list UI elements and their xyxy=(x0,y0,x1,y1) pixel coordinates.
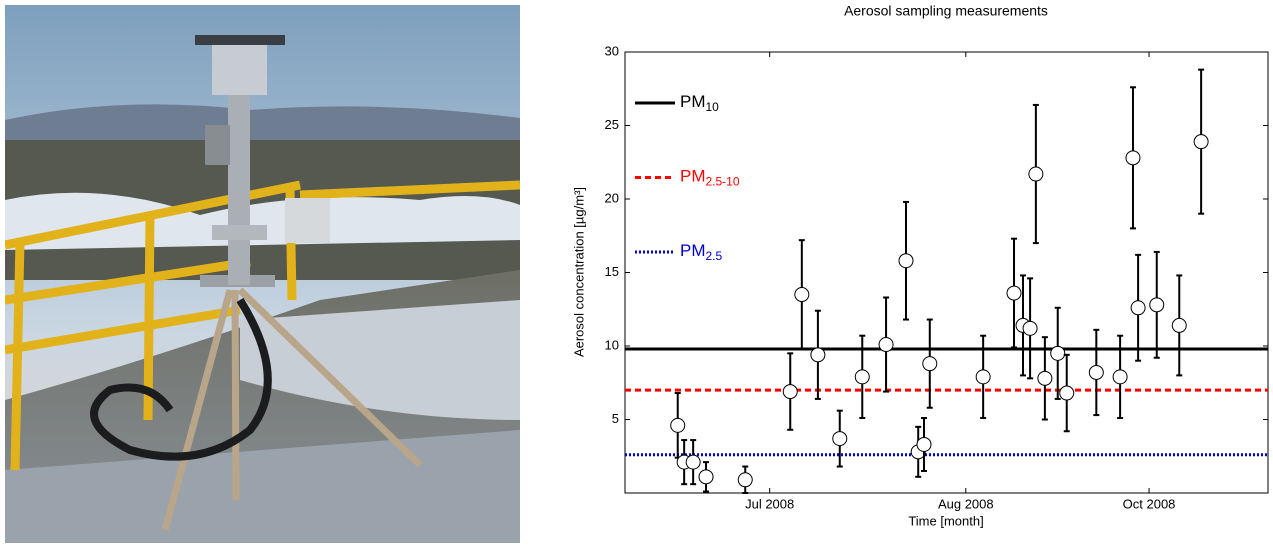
data-point xyxy=(1022,320,1038,336)
y-tick-label: 5 xyxy=(612,411,619,426)
data-point xyxy=(685,454,701,470)
y-tick-label: 15 xyxy=(605,264,619,279)
data-point xyxy=(1149,297,1165,313)
data-point xyxy=(832,431,848,447)
data-point xyxy=(922,356,938,372)
data-point xyxy=(975,369,991,385)
chart-title: Aerosol sampling measurements xyxy=(844,3,1048,19)
data-point xyxy=(1112,369,1128,385)
data-point xyxy=(782,384,798,400)
plot-frame xyxy=(624,51,1269,494)
data-point xyxy=(670,417,686,433)
data-point xyxy=(737,472,753,488)
data-point xyxy=(878,337,894,353)
legend-subscript: 10 xyxy=(706,100,720,114)
legend-name: PM xyxy=(680,241,706,260)
data-point xyxy=(794,287,810,303)
legend-subscript: 2.5 xyxy=(706,249,723,263)
x-axis-label: Time [month] xyxy=(908,513,983,528)
data-point xyxy=(1171,317,1187,333)
legend-label: PM2.5 xyxy=(680,241,723,263)
y-tick-label: 20 xyxy=(605,190,619,205)
data-point xyxy=(1037,370,1053,386)
y-tick-label: 30 xyxy=(605,43,619,58)
x-tick-label: Oct 2008 xyxy=(1123,496,1176,511)
data-point xyxy=(1050,345,1066,361)
photo xyxy=(5,5,520,543)
data-point xyxy=(1059,385,1075,401)
data-point xyxy=(916,436,932,452)
x-tick-label: Jul 2008 xyxy=(745,496,794,511)
data-point xyxy=(1088,364,1104,380)
legend-label: PM10 xyxy=(680,92,719,114)
data-point xyxy=(854,369,870,385)
x-tick-label: Aug 2008 xyxy=(938,496,994,511)
data-point xyxy=(1193,134,1209,150)
legend-label: PM2.5-10 xyxy=(680,167,740,189)
legend-name: PM xyxy=(680,92,706,111)
data-point xyxy=(898,253,914,269)
data-point xyxy=(1006,285,1022,301)
data-point xyxy=(698,469,714,485)
data-point xyxy=(1130,300,1146,316)
y-tick-label: 10 xyxy=(605,337,619,352)
data-point xyxy=(810,347,826,363)
data-point xyxy=(1028,166,1044,182)
legend-name: PM xyxy=(680,167,706,186)
data-point xyxy=(1125,150,1141,166)
y-tick-label: 25 xyxy=(605,117,619,132)
y-axis-label: Aerosol concentration [µg/m³] xyxy=(571,187,586,357)
legend-subscript: 2.5-10 xyxy=(706,175,740,189)
